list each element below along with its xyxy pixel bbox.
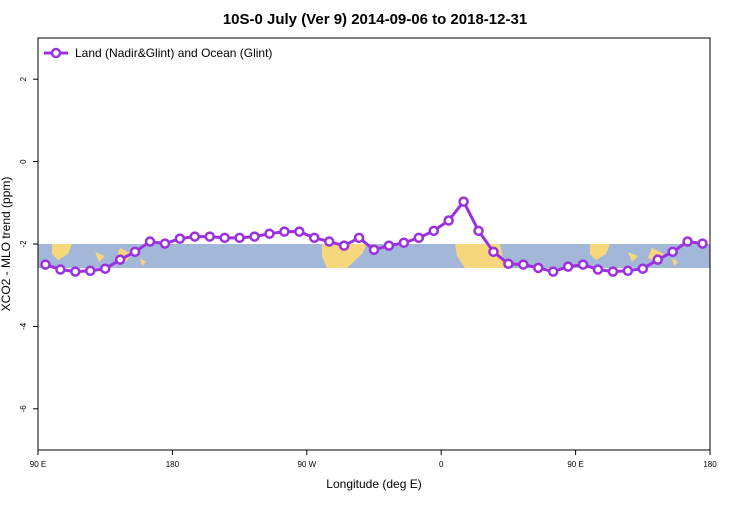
- data-point: [323, 236, 335, 247]
- data-point: [159, 238, 171, 249]
- data-point: [428, 225, 439, 237]
- legend-label: Land (Nadir&Glint) and Ocean (Glint): [75, 46, 272, 60]
- data-point: [114, 254, 126, 265]
- data-point: [533, 262, 544, 274]
- x-tick-label: 90 E: [567, 460, 583, 469]
- data-point: [413, 232, 425, 244]
- y-tick-label: -4: [19, 322, 28, 330]
- data-point: [398, 237, 410, 249]
- data-point: [458, 196, 469, 207]
- y-tick-label: -2: [19, 240, 28, 248]
- legend-marker: [50, 47, 62, 59]
- y-tick-label: 0: [19, 159, 28, 164]
- data-point: [488, 246, 499, 258]
- data-point: [249, 231, 260, 242]
- data-point: [577, 259, 589, 270]
- data-point: [294, 226, 305, 237]
- data-point: [607, 266, 619, 277]
- y-tick-label: 2: [19, 76, 28, 81]
- data-point: [40, 259, 51, 270]
- x-axis-label: Longitude (deg E): [326, 477, 421, 491]
- data-point: [637, 263, 649, 274]
- data-point: [473, 225, 484, 237]
- data-point: [174, 233, 186, 244]
- data-point: [697, 238, 708, 249]
- data-point: [219, 232, 230, 244]
- data-point: [383, 240, 395, 251]
- data-point: [234, 232, 245, 244]
- data-point: [592, 264, 604, 275]
- data-point: [99, 263, 111, 274]
- data-point: [518, 259, 529, 270]
- data-point: [547, 266, 559, 277]
- x-tick-label: 180: [703, 460, 717, 469]
- data-point: [368, 244, 380, 256]
- data-point: [129, 246, 141, 258]
- data-point: [309, 232, 320, 244]
- data-point: [443, 215, 454, 226]
- data-point: [189, 231, 201, 242]
- data-point: [279, 226, 290, 237]
- data-point: [55, 264, 66, 275]
- x-tick-label: 0: [439, 460, 444, 469]
- data-point: [204, 231, 215, 242]
- data-point: [622, 265, 634, 277]
- data-point: [652, 254, 663, 265]
- data-point: [503, 258, 514, 270]
- data-point: [144, 236, 156, 247]
- data-point: [353, 232, 365, 244]
- x-tick-label: 90 W: [297, 460, 316, 469]
- x-tick-label: 90 E: [30, 460, 46, 469]
- data-point: [264, 228, 275, 239]
- data-point: [338, 240, 350, 251]
- chart-title: 10S-0 July (Ver 9) 2014-09-06 to 2018-12…: [223, 11, 527, 28]
- data-point: [70, 266, 81, 277]
- data-point: [562, 261, 574, 272]
- data-point: [85, 265, 96, 277]
- x-tick-label: 180: [166, 460, 180, 469]
- y-tick-label: -6: [19, 405, 28, 413]
- y-axis-label: XCO2 - MLO trend (ppm): [0, 177, 13, 312]
- data-point: [682, 236, 693, 247]
- data-point: [667, 246, 678, 258]
